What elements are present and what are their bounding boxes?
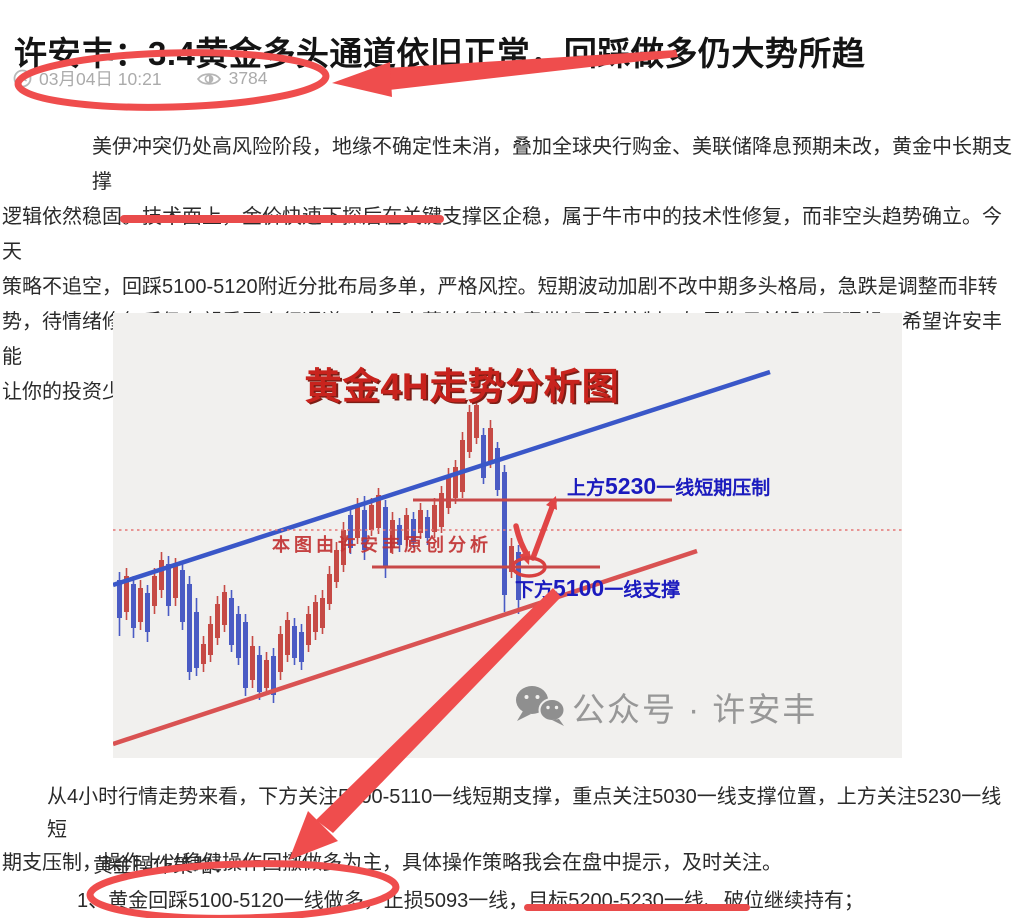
- chart-title: 黄金4H走势分析图: [304, 365, 619, 407]
- bounce-arrow-annotation: [511, 496, 557, 578]
- text-line: 美伊冲突仍处高风险阶段，地缘不确定性未消，叠加全球央行购金、美联储降息预期未改，…: [92, 136, 1012, 193]
- view-count: 3784: [228, 68, 268, 88]
- gold-4h-chart-image: 黄金4H走势分析图 黄金4H走势分析图 本图由许安丰原创分析 上方5230一线短…: [112, 313, 902, 758]
- circle-low-annotation: [511, 556, 547, 578]
- candlestick-chart: 黄金4H走势分析图 黄金4H走势分析图 本图由许安丰原创分析 上方5230一线短…: [112, 313, 902, 758]
- text-line: 从4小时行情走势来看，下方关注5100-5110一线短期支撑，重点关注5030一…: [47, 786, 1002, 841]
- chart-title-shadow: 黄金4H走势分析图: [306, 367, 621, 409]
- wechat-watermark-text: 公众号 · 许安丰: [572, 691, 817, 728]
- candle-series: [117, 398, 521, 703]
- strategy-header: 黄金操作策略：: [93, 855, 233, 877]
- text-line: 逻辑依然稳固。技术面上，金价快速下探后在关键支撑区企稳，属于牛市中的技术性修复，…: [2, 206, 1002, 263]
- text-line: 策略不追空，回踩5100-5120附近分批布局多单，严格风控。短期波动加剧不改中…: [2, 276, 998, 298]
- clock-icon: [13, 69, 32, 88]
- publish-date: 03月04日 10:21: [39, 69, 162, 89]
- author-watermark: 本图由许安丰原创分析: [272, 534, 492, 555]
- article-meta: 03月04日 10:21 3784: [13, 66, 268, 91]
- views-eye-icon: [196, 72, 221, 85]
- upper-trendline-blue: [112, 369, 771, 588]
- resistance-label: 上方5230一线短期压制: [567, 473, 770, 499]
- strategy-line-1: 1、黄金回踩5100-5120一线做多，止损5093一线，目标5200-5230…: [77, 890, 864, 912]
